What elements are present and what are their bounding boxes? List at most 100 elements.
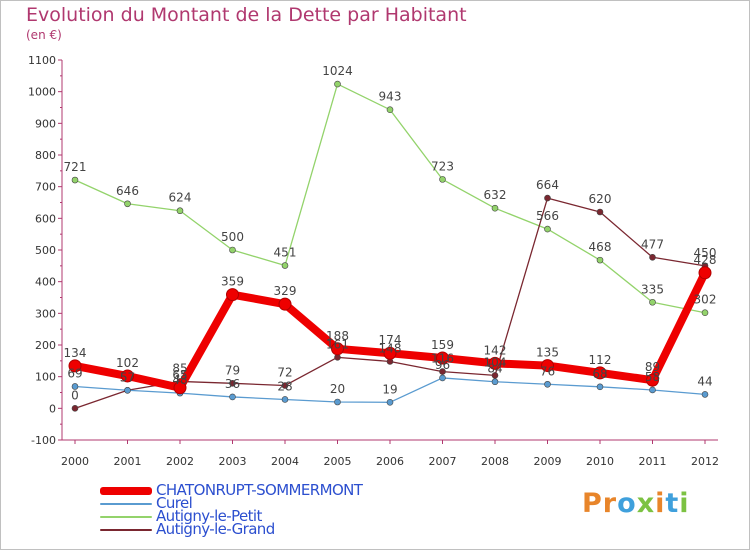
data-label: 161 bbox=[326, 337, 349, 351]
data-label: 104 bbox=[484, 355, 507, 369]
data-label: 468 bbox=[589, 240, 612, 254]
data-label: 500 bbox=[221, 230, 244, 244]
data-label: 329 bbox=[274, 284, 297, 298]
x-tick-label: 2012 bbox=[691, 455, 719, 468]
x-tick-label: 2003 bbox=[219, 455, 247, 468]
data-label: 134 bbox=[64, 346, 87, 360]
data-point bbox=[596, 256, 604, 264]
data-point bbox=[698, 266, 712, 280]
data-point bbox=[439, 368, 446, 375]
x-tick-label: 2002 bbox=[166, 455, 194, 468]
data-point bbox=[281, 382, 289, 389]
data-point bbox=[439, 374, 446, 382]
legend-label: Autigny-le-Petit bbox=[156, 507, 262, 525]
y-tick-label: 300 bbox=[35, 307, 56, 320]
y-tick-label: 400 bbox=[35, 276, 56, 289]
data-point bbox=[386, 399, 394, 406]
data-point bbox=[229, 246, 236, 254]
data-label: 0 bbox=[71, 388, 79, 402]
logo-letter: o bbox=[617, 488, 637, 519]
data-point bbox=[593, 366, 607, 380]
data-point bbox=[68, 359, 82, 373]
data-label: 428 bbox=[694, 253, 717, 267]
data-label: 335 bbox=[641, 282, 664, 296]
data-point bbox=[229, 380, 236, 387]
logo-letter: t bbox=[665, 488, 680, 519]
y-tick-label: 900 bbox=[35, 117, 56, 130]
data-point bbox=[334, 398, 341, 406]
y-tick-label: 0 bbox=[49, 402, 56, 415]
data-point bbox=[331, 342, 344, 356]
data-label: 451 bbox=[274, 246, 297, 260]
data-label: 58 bbox=[645, 370, 660, 384]
y-tick-label: 600 bbox=[35, 212, 56, 225]
chart-title: Evolution du Montant de la Dette par Hab… bbox=[26, 4, 467, 26]
data-point bbox=[491, 372, 499, 379]
data-point bbox=[71, 176, 79, 184]
data-label: 65 bbox=[172, 368, 187, 382]
y-tick-label: 1100 bbox=[28, 54, 56, 67]
y-tick-label: 500 bbox=[35, 244, 56, 257]
data-label: 646 bbox=[116, 184, 139, 198]
data-label: 79 bbox=[225, 363, 240, 377]
data-point bbox=[281, 262, 289, 269]
data-point bbox=[121, 369, 134, 383]
data-point bbox=[544, 194, 551, 202]
y-tick-label: 700 bbox=[35, 181, 56, 194]
y-tick-label: 100 bbox=[35, 371, 56, 384]
series-layer bbox=[68, 80, 712, 412]
data-label: 20 bbox=[330, 382, 345, 396]
data-label: 68 bbox=[592, 367, 607, 381]
x-tick-label: 2008 bbox=[481, 455, 509, 468]
data-label: 721 bbox=[64, 160, 87, 174]
data-label: 48 bbox=[172, 373, 187, 387]
data-label: 57 bbox=[120, 370, 135, 384]
x-tick-label: 2009 bbox=[534, 455, 562, 468]
legend-swatch bbox=[100, 503, 152, 505]
data-point bbox=[544, 225, 551, 233]
data-label: 89 bbox=[645, 360, 660, 374]
data-point bbox=[226, 288, 239, 302]
data-label: 116 bbox=[431, 352, 454, 366]
data-label: 664 bbox=[536, 178, 559, 192]
logo-letter: x bbox=[636, 488, 656, 519]
line-chart: -100010020030040050060070080090010001100… bbox=[28, 54, 719, 468]
data-point bbox=[701, 309, 709, 317]
data-label: 112 bbox=[589, 353, 612, 367]
y-tick-label: 200 bbox=[35, 339, 56, 352]
data-label: 19 bbox=[382, 382, 397, 396]
data-point bbox=[649, 386, 656, 394]
data-point bbox=[544, 380, 551, 388]
data-point bbox=[383, 346, 397, 360]
legend-item: Autigny-le-Petit bbox=[100, 507, 430, 526]
legend-label: CHATONRUPT-SOMMERMONT bbox=[156, 481, 363, 499]
legend-item: CHATONRUPT-SOMMERMONT bbox=[100, 481, 430, 500]
data-point bbox=[491, 204, 499, 212]
y-tick-label: -100 bbox=[31, 434, 56, 447]
data-label: 96 bbox=[435, 358, 450, 372]
data-label: 624 bbox=[169, 191, 192, 205]
data-label: 188 bbox=[326, 329, 349, 343]
data-point bbox=[646, 373, 659, 387]
legend-swatch bbox=[100, 516, 152, 518]
x-tick-label: 2007 bbox=[429, 455, 457, 468]
data-label: 28 bbox=[277, 379, 292, 393]
data-label: 1024 bbox=[322, 64, 353, 78]
data-label: 302 bbox=[694, 293, 717, 307]
data-point bbox=[281, 396, 289, 403]
legend-swatch bbox=[100, 529, 152, 531]
data-label: 359 bbox=[221, 275, 244, 289]
x-tick-label: 2006 bbox=[376, 455, 404, 468]
x-tick-label: 2004 bbox=[271, 455, 299, 468]
data-label: 620 bbox=[589, 192, 612, 206]
data-point bbox=[71, 405, 79, 412]
data-point bbox=[491, 378, 499, 386]
data-label: 477 bbox=[641, 237, 664, 251]
legend-label: Autigny-le-Grand bbox=[156, 520, 275, 538]
data-label: 44 bbox=[697, 374, 712, 388]
legend-swatch bbox=[100, 487, 152, 495]
logo-letter: i bbox=[655, 488, 666, 519]
data-label: 135 bbox=[536, 346, 559, 360]
data-point bbox=[488, 356, 502, 370]
